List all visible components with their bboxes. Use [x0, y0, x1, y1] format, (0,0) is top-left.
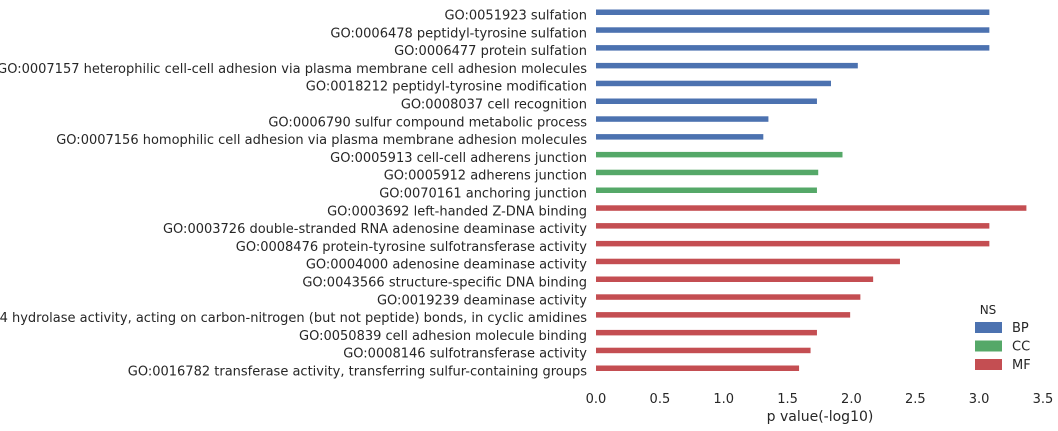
bar-mf [596, 329, 817, 336]
category-labels: GO:0051923 sulfation GO:0006478 peptidyl-… [0, 9, 587, 380]
bar-mf [596, 312, 851, 318]
x-tick-label: 0.5 [650, 392, 671, 407]
category-label: GO:0005912 adherens junction [384, 169, 587, 184]
x-tick-label: 2.5 [905, 392, 926, 407]
x-axis-label: p value(-log10) [767, 409, 874, 425]
bar-mf [596, 258, 900, 265]
x-tick-label: 3.0 [969, 392, 990, 407]
category-label: GO:0004000 adenosine deaminase activity [306, 258, 587, 273]
legend-swatch-mf [975, 359, 1002, 370]
legend: NS BP CC MF [975, 303, 1031, 373]
x-tick-label: 1.0 [713, 392, 734, 407]
category-label: GO:0006478 peptidyl-tyrosine sulfation [330, 26, 587, 41]
x-tick-label: 1.5 [777, 392, 798, 407]
category-label: GO:0016814 hydrolase activity, acting on… [0, 311, 587, 326]
bar-bp [596, 80, 831, 87]
x-axis-ticks: 0.0 0.5 1.0 1.5 2.0 2.5 3.0 3.5 [586, 392, 1054, 407]
legend-swatch-bp [975, 322, 1002, 333]
legend-label-mf: MF [1012, 358, 1031, 373]
bar-bp [596, 62, 858, 69]
x-tick-label: 0.0 [586, 392, 607, 407]
bar-cc [596, 151, 843, 158]
category-label: GO:0008037 cell recognition [401, 98, 587, 113]
category-label: GO:0050839 cell adhesion molecule bindin… [299, 329, 587, 344]
bar-mf [596, 205, 1027, 211]
bar-mf [596, 240, 990, 247]
bar-bp [596, 116, 769, 122]
bar-bp [596, 9, 990, 15]
x-tick-label: 2.0 [841, 392, 862, 407]
bar-mf [596, 294, 861, 300]
category-label: GO:0006477 protein sulfation [394, 44, 587, 59]
legend-swatch-cc [975, 340, 1002, 352]
bar-bp [596, 45, 990, 51]
category-label: GO:0051923 sulfation [444, 9, 587, 24]
category-label: GO:0019239 deaminase activity [377, 293, 587, 308]
legend-label-bp: BP [1012, 321, 1029, 336]
legend-title: NS [980, 303, 997, 317]
bar-bp [596, 27, 990, 33]
bar-cc [596, 187, 817, 193]
category-label: GO:0007156 homophilic cell adhesion via … [56, 133, 587, 148]
bar-mf [596, 223, 990, 229]
bars [596, 9, 1027, 371]
bar-mf [596, 365, 800, 371]
category-label: GO:0018212 peptidyl-tyrosine modificatio… [306, 80, 587, 95]
bar-mf [596, 276, 874, 282]
bar-bp [596, 98, 817, 104]
bar-cc [596, 169, 819, 176]
bar-bp [596, 134, 764, 140]
category-label: GO:0043566 structure-specific DNA bindin… [302, 276, 587, 291]
category-label: GO:0006790 sulfur compound metabolic pro… [268, 115, 587, 130]
category-label: GO:0003726 double-stranded RNA adenosine… [163, 222, 587, 237]
category-label: GO:0003692 left-handed Z-DNA binding [327, 204, 587, 219]
category-label: GO:0005913 cell-cell adherens junction [330, 151, 587, 166]
category-label: GO:0007157 heterophilic cell-cell adhesi… [0, 62, 587, 77]
category-label: GO:0008146 sulfotransferase activity [343, 347, 587, 362]
bar-mf [596, 347, 811, 354]
x-tick-label: 3.5 [1033, 392, 1054, 407]
legend-label-cc: CC [1012, 340, 1030, 355]
category-label: GO:0008476 protein-tyrosine sulfotransfe… [236, 240, 588, 255]
category-label: GO:0016782 transferase activity, transfe… [128, 365, 587, 380]
category-label: GO:0070161 anchoring junction [379, 187, 587, 202]
